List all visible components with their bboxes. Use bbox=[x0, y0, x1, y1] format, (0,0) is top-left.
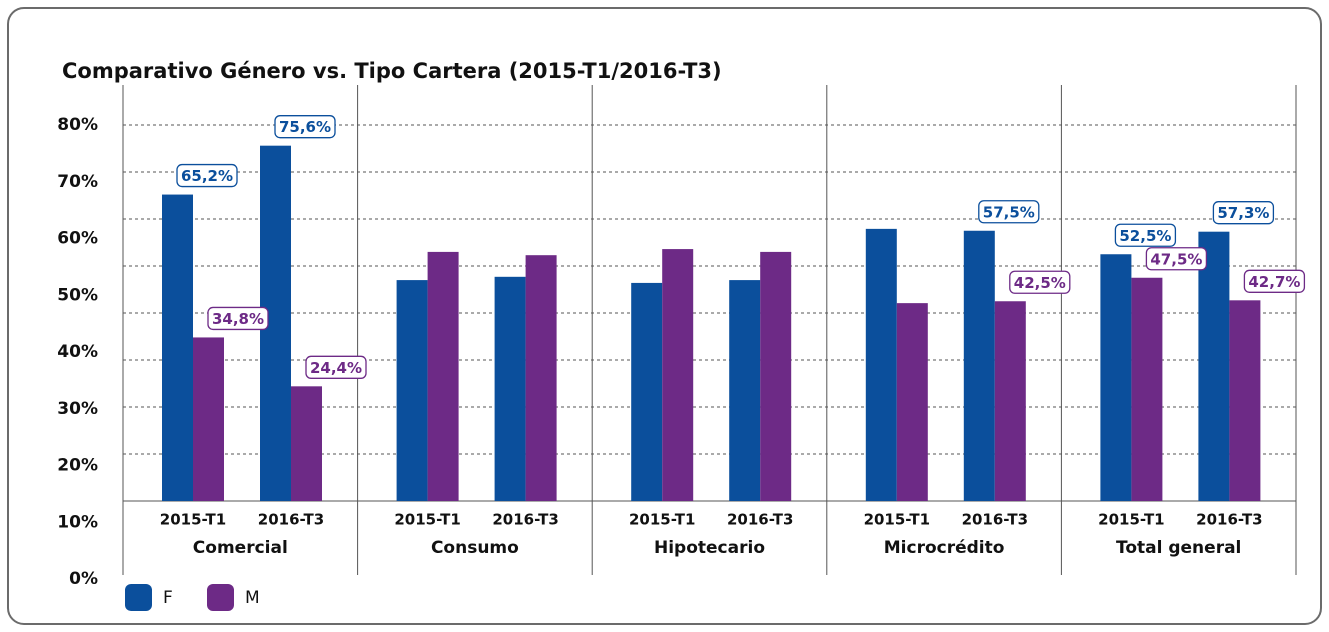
y-tick-label: 60% bbox=[57, 229, 98, 249]
bar bbox=[963, 230, 995, 501]
bar bbox=[162, 194, 193, 501]
data-label-box bbox=[305, 355, 367, 379]
data-label: 42,5% bbox=[1014, 274, 1066, 292]
data-label-box bbox=[207, 306, 269, 331]
bar bbox=[1198, 231, 1230, 501]
legend-swatch bbox=[207, 584, 234, 611]
bar bbox=[729, 280, 761, 501]
bar bbox=[662, 249, 694, 501]
data-label-box bbox=[978, 200, 1040, 224]
data-label: 52,5% bbox=[1119, 227, 1171, 245]
x-tick-label: 2016-T3 bbox=[258, 511, 324, 529]
data-label-box bbox=[1145, 247, 1208, 271]
group-label: Consumo bbox=[431, 538, 519, 558]
bar bbox=[396, 280, 428, 501]
data-label-box bbox=[1212, 201, 1275, 225]
data-label: 42,7% bbox=[1248, 273, 1300, 291]
y-tick-label: 50% bbox=[57, 285, 98, 305]
data-label: 24,4% bbox=[310, 359, 362, 377]
data-label: 47,5% bbox=[1150, 250, 1202, 268]
data-label-box bbox=[1243, 269, 1306, 293]
y-tick-label: 20% bbox=[57, 456, 98, 476]
data-label: 34,8% bbox=[212, 310, 264, 328]
bar bbox=[994, 301, 1026, 501]
legend-swatch bbox=[125, 584, 152, 611]
x-tick-label: 2016-T3 bbox=[492, 511, 558, 529]
data-label: 57,5% bbox=[983, 203, 1035, 221]
bar bbox=[494, 276, 526, 501]
bar bbox=[1131, 277, 1163, 501]
bar bbox=[631, 282, 663, 501]
data-label: 65,2% bbox=[181, 167, 233, 185]
legend-label: M bbox=[245, 588, 260, 608]
bar bbox=[1229, 300, 1261, 501]
bar bbox=[760, 251, 792, 501]
y-tick-label: 30% bbox=[57, 399, 98, 419]
bar bbox=[427, 251, 459, 501]
x-tick-label: 2016-T3 bbox=[1196, 511, 1262, 529]
y-tick-label: 10% bbox=[57, 512, 98, 532]
group-label: Hipotecario bbox=[654, 538, 765, 558]
bar bbox=[865, 228, 897, 501]
y-tick-label: 40% bbox=[57, 342, 98, 362]
legend-label: F bbox=[163, 588, 173, 608]
group-label: Microcrédito bbox=[884, 538, 1005, 558]
data-label: 75,6% bbox=[279, 118, 331, 136]
data-label: 57,3% bbox=[1217, 204, 1269, 222]
x-tick-label: 2015-T1 bbox=[1098, 511, 1164, 529]
group-label: Comercial bbox=[193, 538, 288, 558]
bar bbox=[896, 303, 928, 501]
bar bbox=[525, 255, 557, 501]
chart-title: Comparativo Género vs. Tipo Cartera (201… bbox=[62, 59, 722, 83]
x-tick-label: 2015-T1 bbox=[864, 511, 930, 529]
data-label-box bbox=[1114, 223, 1177, 247]
bar bbox=[291, 386, 322, 501]
bar bbox=[1100, 254, 1132, 501]
x-tick-label: 2015-T1 bbox=[629, 511, 695, 529]
group-label: Total general bbox=[1116, 538, 1241, 558]
x-tick-label: 2015-T1 bbox=[160, 511, 226, 529]
bar bbox=[193, 337, 224, 501]
data-label-box bbox=[274, 115, 336, 139]
x-tick-label: 2016-T3 bbox=[962, 511, 1028, 529]
y-tick-label: 0% bbox=[69, 569, 98, 589]
data-label-box bbox=[1009, 270, 1071, 294]
y-tick-label: 80% bbox=[57, 115, 98, 135]
data-label-box bbox=[176, 163, 238, 188]
y-tick-label: 70% bbox=[57, 172, 98, 192]
x-tick-label: 2016-T3 bbox=[727, 511, 793, 529]
x-tick-label: 2015-T1 bbox=[394, 511, 460, 529]
